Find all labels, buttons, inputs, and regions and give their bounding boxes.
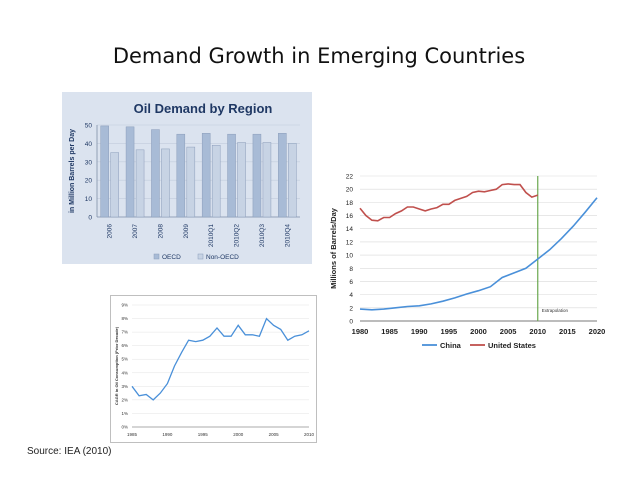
bar-non-oecd (161, 148, 170, 218)
legend-label: United States (488, 341, 536, 350)
y-tick-label: 0 (88, 215, 92, 222)
x-tick-label: 2009 (183, 224, 190, 239)
series-line-china (359, 197, 598, 311)
y-axis-title: in Million Barrels per Day (69, 129, 76, 213)
y-tick-label: 6% (121, 343, 128, 348)
bar-oecd (227, 133, 236, 218)
legend-label: OECD (162, 254, 181, 261)
x-tick-label: 2010 (529, 327, 546, 336)
y-tick-label: 10 (346, 253, 354, 260)
y-tick-label: 2 (349, 305, 353, 312)
china-us-line-chart: 0 2 4 6 8 10 12 14 16 18 20 22 1980 1985 1990 1995 2000 2… (329, 174, 605, 351)
y-tick-label: 20 (85, 178, 93, 185)
x-tick-label: 2000 (233, 432, 244, 437)
y-tick-label: 30 (85, 159, 93, 166)
x-tick-label: 2006 (107, 224, 114, 239)
y-tick-label: 40 (85, 141, 93, 148)
y-tick-label: 12 (346, 239, 354, 246)
bar-oecd (252, 133, 262, 218)
y-tick-label: 8% (121, 316, 128, 321)
y-tick-label: 6 (349, 279, 353, 286)
y-tick-label: 3% (121, 384, 128, 389)
y-tick-label: 8 (349, 266, 353, 273)
x-tick-label: 2008 (157, 224, 164, 239)
cagr-line-chart: 0% 1% 2% 3% 4% 5% 6% 7% 8% 9% 1985 1990 1995 2000 2005… (110, 295, 317, 443)
x-tick-label: 1990 (162, 432, 173, 437)
x-tick-label: 1985 (127, 432, 138, 437)
legend-label: China (440, 341, 462, 350)
legend-label: Non-OECD (206, 254, 239, 261)
chart-title: Oil Demand by Region (134, 101, 273, 116)
x-tick-label: 1995 (441, 327, 458, 336)
bar-non-oecd (288, 143, 297, 218)
bar-non-oecd (211, 144, 221, 218)
x-tick-label: 2010Q1 (208, 224, 215, 248)
oil-demand-bar-chart: Oil Demand by Region 0 10 20 30 40 50 2006 2007 2… (62, 92, 312, 264)
x-tick-label: 1990 (411, 327, 428, 336)
x-tick-label: 1995 (198, 432, 209, 437)
x-tick-label: 2007 (132, 224, 139, 239)
y-tick-label: 5% (121, 357, 128, 362)
x-tick-label: 2010 (304, 432, 315, 437)
bar-oecd (176, 133, 186, 218)
y-tick-label: 14 (346, 226, 354, 233)
source-note: Source: IEA (2010) (27, 446, 112, 457)
y-tick-label: 2% (121, 397, 128, 402)
x-tick-label: 1985 (381, 327, 398, 336)
y-tick-label: 9% (121, 303, 128, 308)
series-line (131, 317, 310, 401)
x-tick-label: 2020 (589, 327, 605, 336)
x-tick-label: 2015 (559, 327, 576, 336)
x-tick-label: 2000 (470, 327, 487, 336)
x-tick-label: 2005 (269, 432, 280, 437)
bar-non-oecd (262, 142, 272, 218)
bar-oecd (151, 129, 160, 218)
y-tick-label: 4% (121, 370, 128, 375)
series-line-united-states (359, 183, 539, 222)
x-tick-label: 2005 (500, 327, 517, 336)
y-tick-label: 0% (121, 425, 128, 430)
bar-non-oecd (110, 152, 119, 218)
x-tick-label: 2010Q3 (259, 224, 266, 248)
y-tick-label: 50 (85, 123, 93, 130)
y-tick-label: 20 (346, 187, 354, 194)
chart-frame (110, 295, 317, 443)
y-tick-label: 7% (121, 330, 128, 335)
legend-swatch (153, 253, 160, 260)
bar-non-oecd (237, 142, 246, 218)
y-axis-title: CAGR in Oil Consumption (Prior Decade) (114, 326, 119, 405)
x-tick-label: 2010Q4 (284, 224, 291, 248)
legend-swatch (197, 253, 204, 260)
bar-non-oecd (186, 146, 196, 218)
annotation-label: Extrapolation (542, 308, 569, 313)
y-tick-label: 16 (346, 213, 354, 220)
y-tick-label: 1% (121, 411, 128, 416)
bar-oecd (201, 133, 211, 218)
x-tick-label: 2010Q2 (234, 224, 241, 248)
bar-oecd (278, 133, 287, 218)
y-axis-title: Millions of Barrels/Day (329, 207, 338, 289)
x-tick-label: 1980 (352, 327, 369, 336)
bar-oecd (125, 126, 135, 218)
slide-title: Demand Growth in Emerging Countries (112, 44, 526, 68)
y-tick-label: 18 (346, 200, 354, 207)
bar-oecd (100, 125, 109, 218)
y-tick-label: 4 (349, 292, 353, 299)
y-tick-label: 0 (349, 319, 353, 326)
y-tick-label: 22 (346, 174, 354, 181)
y-tick-label: 10 (85, 196, 93, 203)
bar-non-oecd (135, 149, 145, 218)
